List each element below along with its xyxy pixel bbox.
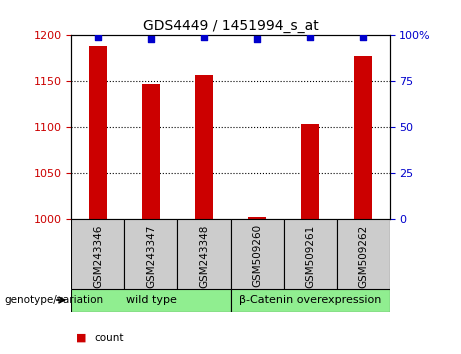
Bar (337, 219, 390, 289)
Title: GDS4449 / 1451994_s_at: GDS4449 / 1451994_s_at (142, 19, 319, 33)
Text: GSM509260: GSM509260 (252, 224, 262, 287)
Bar (301, 124, 319, 219)
Bar (177, 219, 230, 289)
Text: GSM243347: GSM243347 (146, 224, 156, 288)
Bar (124, 219, 177, 289)
Text: GSM243346: GSM243346 (93, 224, 103, 288)
Bar (354, 56, 372, 219)
Point (94, 34, 101, 40)
Bar (89, 46, 107, 219)
Point (254, 36, 261, 42)
Text: GSM509262: GSM509262 (358, 224, 368, 287)
Bar (230, 219, 284, 289)
Text: wild type: wild type (125, 295, 177, 305)
Point (148, 36, 155, 42)
Text: GSM509261: GSM509261 (305, 224, 315, 287)
Point (359, 34, 366, 40)
Bar (284, 219, 337, 289)
Text: count: count (95, 333, 124, 343)
Bar (71, 289, 230, 312)
Text: β-Catenin overexpression: β-Catenin overexpression (239, 295, 381, 305)
Point (200, 34, 207, 40)
Text: genotype/variation: genotype/variation (5, 295, 104, 305)
Text: GSM243348: GSM243348 (199, 224, 209, 288)
Point (306, 34, 313, 40)
Bar (142, 84, 160, 219)
Text: ■: ■ (76, 333, 87, 343)
Bar (71, 219, 124, 289)
Bar (248, 217, 266, 219)
Bar (230, 289, 390, 312)
Bar (195, 75, 213, 219)
